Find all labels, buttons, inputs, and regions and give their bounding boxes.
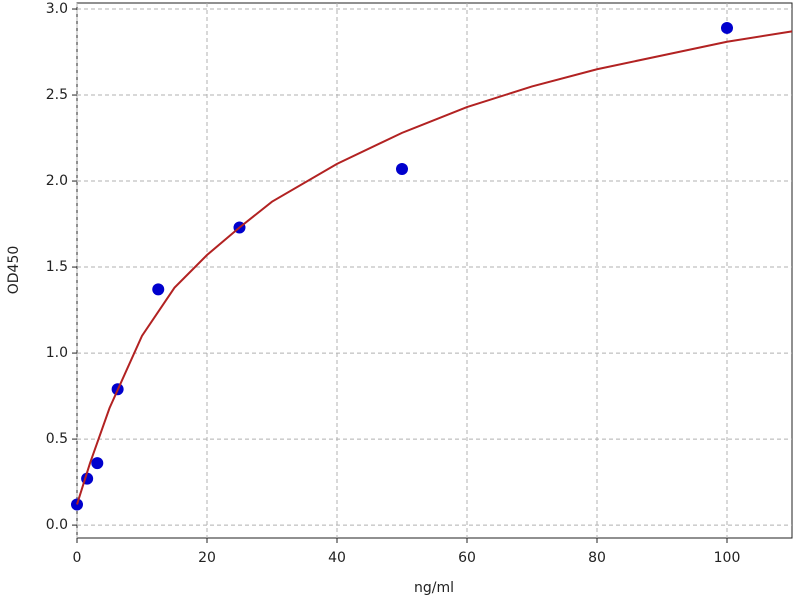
y-tick-label: 3.0 bbox=[46, 1, 68, 17]
data-point bbox=[721, 21, 733, 34]
y-tick-label: 1.0 bbox=[46, 345, 68, 361]
x-tick-label: 40 bbox=[328, 550, 346, 566]
data-point bbox=[396, 163, 408, 176]
plot-frame bbox=[76, 2, 793, 539]
x-tick-label: 60 bbox=[458, 550, 476, 566]
x-axis-label: ng/ml bbox=[414, 580, 454, 596]
fit-curve bbox=[76, 30, 793, 505]
y-axis-label: OD450 bbox=[6, 246, 22, 295]
x-tick-label: 100 bbox=[714, 550, 741, 566]
x-tick-label: 20 bbox=[198, 550, 216, 566]
x-tick-label: 80 bbox=[588, 550, 606, 566]
y-tick-label: 1.5 bbox=[46, 259, 68, 275]
y-tick-label: 0.0 bbox=[46, 517, 68, 533]
y-tick-label: 2.0 bbox=[46, 173, 68, 189]
data-point bbox=[91, 457, 104, 470]
y-tick-label: 2.5 bbox=[46, 87, 68, 103]
data-point bbox=[152, 283, 165, 296]
data-point bbox=[71, 498, 83, 511]
y-tick-label: 0.5 bbox=[46, 431, 68, 447]
x-tick-label: 0 bbox=[73, 550, 82, 566]
